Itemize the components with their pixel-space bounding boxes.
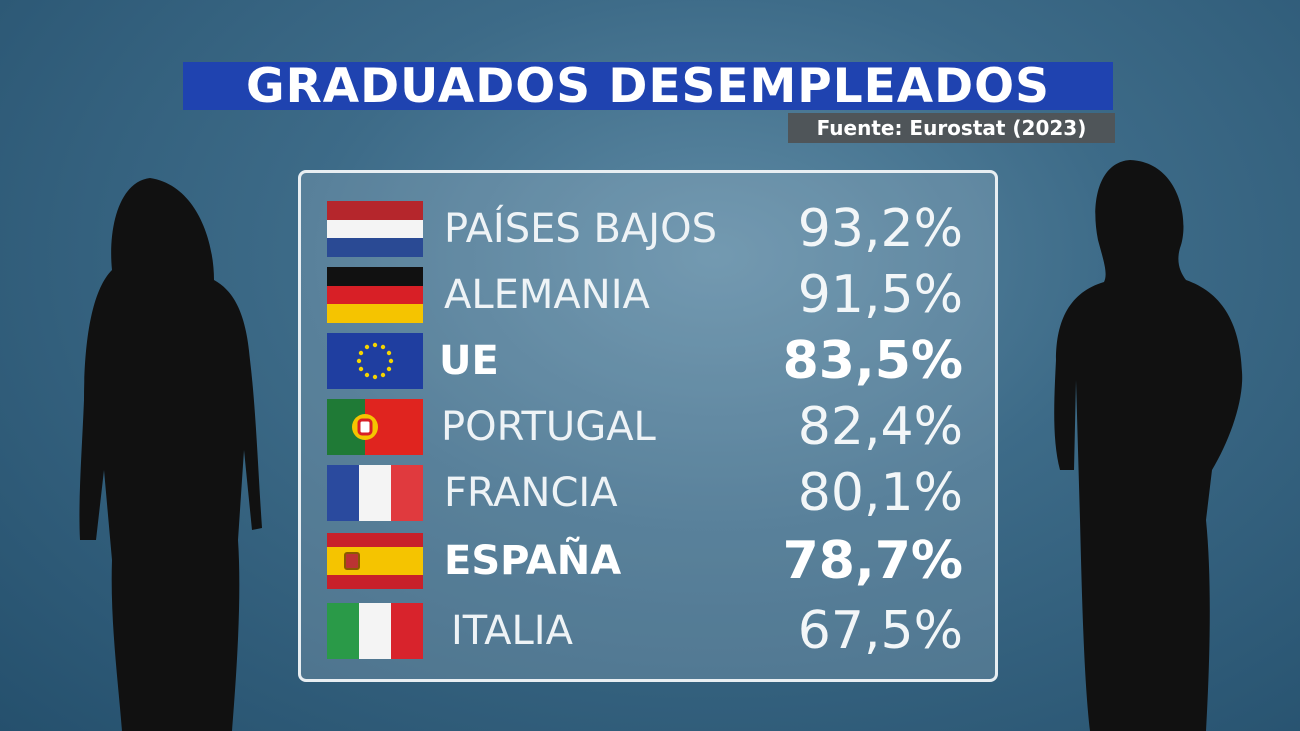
flag-part [327,267,423,286]
flag-part [344,552,360,570]
value: 82,4% [797,397,963,457]
flag-part [386,366,392,372]
flag-part [358,366,364,372]
row: ITALIA 67,5% [301,601,995,661]
flag-portugal [327,399,423,455]
flag-part [357,418,373,436]
flag-part [356,342,394,380]
value: 67,5% [797,601,963,661]
country: UE [439,338,499,384]
value: 93,2% [797,199,963,259]
flag-part [327,238,423,257]
flag-part [327,201,423,220]
flag-part [359,465,391,521]
country: ALEMANIA [444,272,650,318]
value: 83,5% [782,331,963,391]
country: PAÍSES BAJOS [444,206,717,252]
country: FRANCIA [444,470,618,516]
flag-part [327,603,359,659]
source: Fuente: Eurostat (2023) [788,113,1115,143]
flag-part [327,333,423,389]
flag-part [327,220,423,238]
flag-netherlands [327,201,423,257]
flag-part [327,286,423,304]
title: GRADUADOS DESEMPLEADOS [183,62,1113,112]
silhouette-left [79,178,262,731]
flag-part [388,358,394,364]
row: ALEMANIA 91,5% [301,265,995,325]
flag-part [391,603,423,659]
row: PORTUGAL 82,4% [301,397,995,457]
row: ESPAÑA 78,7% [301,531,995,591]
row: PAÍSES BAJOS 93,2% [301,199,995,259]
country: PORTUGAL [441,404,656,450]
flag-italy [327,603,423,659]
flag-part [364,372,370,378]
flag-part [327,304,423,323]
silhouette-right [1054,160,1243,731]
value: 80,1% [797,463,963,523]
flag-part [372,342,378,348]
flag-eu [327,333,423,389]
flag-part [364,344,370,350]
flag-part [359,603,391,659]
flag-part [356,358,362,364]
flag-part [327,547,423,575]
flag-part [380,344,386,350]
country: ITALIA [451,608,573,654]
country: ESPAÑA [444,538,622,584]
value: 78,7% [782,531,963,591]
flag-part [391,465,423,521]
flag-part [372,374,378,380]
table: PAÍSES BAJOS 93,2% ALEMANIA 91,5% UE 83,… [298,170,998,682]
row: FRANCIA 80,1% [301,463,995,523]
flag-germany [327,267,423,323]
flag-part [327,465,359,521]
row: UE 83,5% [301,331,995,391]
flag-part [386,350,392,356]
flag-part [380,372,386,378]
flag-spain [327,533,423,589]
flag-part [358,350,364,356]
value: 91,5% [797,265,963,325]
flag-france [327,465,423,521]
